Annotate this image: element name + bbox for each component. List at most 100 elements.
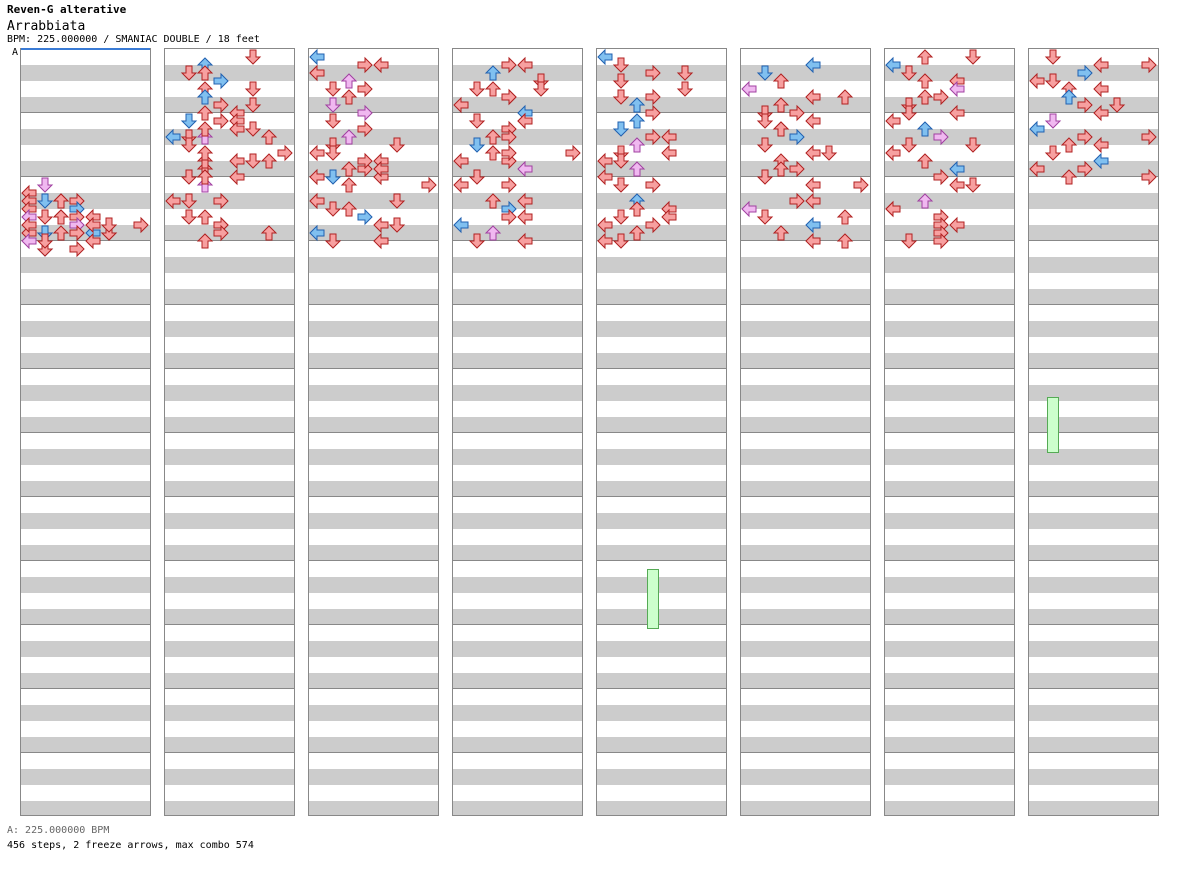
bar-line [741,240,870,241]
step-arrow-up-icon [484,225,502,241]
bar-line [309,688,438,689]
bar-line [453,496,582,497]
chart-meta: BPM: 225.000000 / SMANIAC DOUBLE / 18 fe… [7,34,260,45]
step-arrow-left-icon [949,80,965,98]
step-arrow-left-icon [85,232,101,250]
bar-line [1029,496,1158,497]
bar-line [597,688,726,689]
step-arrow-up-icon [836,89,854,105]
step-arrow-left-icon [309,168,325,186]
step-arrow-right-icon [213,112,229,130]
bar-line [453,688,582,689]
bar-line [165,496,294,497]
step-arrow-right-icon [789,160,805,178]
step-arrow-left-icon [309,224,325,242]
step-arrow-down-icon [1044,145,1062,161]
bar-line [165,304,294,305]
step-arrow-up-icon [196,145,214,161]
step-arrow-right-icon [357,152,373,170]
bar-line [597,752,726,753]
bar-line [21,688,150,689]
step-arrow-down-icon [324,233,342,249]
step-arrow-left-icon [741,200,757,218]
step-arrow-up-icon [628,161,646,177]
step-arrow-left-icon [309,192,325,210]
step-arrow-left-icon [805,176,821,194]
step-arrow-right-icon [277,144,293,162]
bar-line [741,112,870,113]
step-arrow-left-icon [597,216,613,234]
step-arrow-left-icon [885,112,901,130]
bar-line [453,752,582,753]
step-arrow-right-icon [645,216,661,234]
step-arrow-up-icon [916,153,934,169]
song-name: Arrabbiata [7,19,86,34]
bar-line [309,240,438,241]
step-arrow-left-icon [741,80,757,98]
bpm-start-line [21,48,150,50]
step-arrow-up-icon [484,193,502,209]
bar-line [1029,240,1158,241]
bar-line [597,560,726,561]
step-arrow-right-icon [213,96,229,114]
step-arrow-up-icon [916,73,934,89]
step-arrow-down-icon [100,217,118,233]
bar-line [21,624,150,625]
step-arrow-down-icon [180,137,198,153]
step-arrow-left-icon [229,168,245,186]
bar-line [453,560,582,561]
step-arrow-down-icon [36,193,54,209]
step-arrow-up-icon [772,161,790,177]
step-arrow-down-icon [612,57,630,73]
step-arrow-right-icon [645,104,661,122]
step-arrow-left-icon [373,56,389,74]
step-arrow-up-icon [628,97,646,113]
step-arrow-down-icon [468,169,486,185]
step-arrow-down-icon [388,217,406,233]
step-arrow-left-icon [949,104,965,122]
step-arrow-down-icon [324,97,342,113]
step-arrow-left-icon [805,56,821,74]
step-arrow-up-icon [340,201,358,217]
step-arrow-down-icon [964,49,982,65]
bar-line [309,432,438,433]
step-arrow-right-icon [213,72,229,90]
step-arrow-right-icon [1077,128,1093,146]
step-arrow-down-icon [180,169,198,185]
bar-line [1029,368,1158,369]
step-arrow-down-icon [612,233,630,249]
step-arrow-down-icon [1044,113,1062,129]
step-arrow-right-icon [501,176,517,194]
step-arrow-up-icon [196,169,214,185]
step-arrow-up-icon [196,233,214,249]
step-arrow-right-icon [357,80,373,98]
bar-line [885,240,1014,241]
bar-line [597,112,726,113]
step-arrow-right-icon [789,192,805,210]
bar-line [741,368,870,369]
step-arrow-up-icon [52,225,70,241]
step-arrow-left-icon [309,48,325,66]
chart-column-5 [596,48,727,816]
step-arrow-right-icon [69,224,85,242]
step-arrow-right-icon [789,128,805,146]
step-arrow-left-icon [373,232,389,250]
step-arrow-up-icon [772,225,790,241]
step-arrow-up-icon [772,121,790,137]
bar-line [21,368,150,369]
step-arrow-left-icon [597,168,613,186]
step-arrow-left-icon [949,216,965,234]
step-arrow-down-icon [244,153,262,169]
step-arrow-up-icon [916,121,934,137]
bar-line [1029,176,1158,177]
step-arrow-left-icon [21,232,37,250]
bar-line [453,112,582,113]
step-arrow-up-icon [340,177,358,193]
bar-line [21,752,150,753]
step-arrow-left-icon [1093,104,1109,122]
step-arrow-left-icon [805,112,821,130]
bar-line [1029,112,1158,113]
bar-line [1029,688,1158,689]
step-arrow-up-icon [340,73,358,89]
bar-line [453,432,582,433]
